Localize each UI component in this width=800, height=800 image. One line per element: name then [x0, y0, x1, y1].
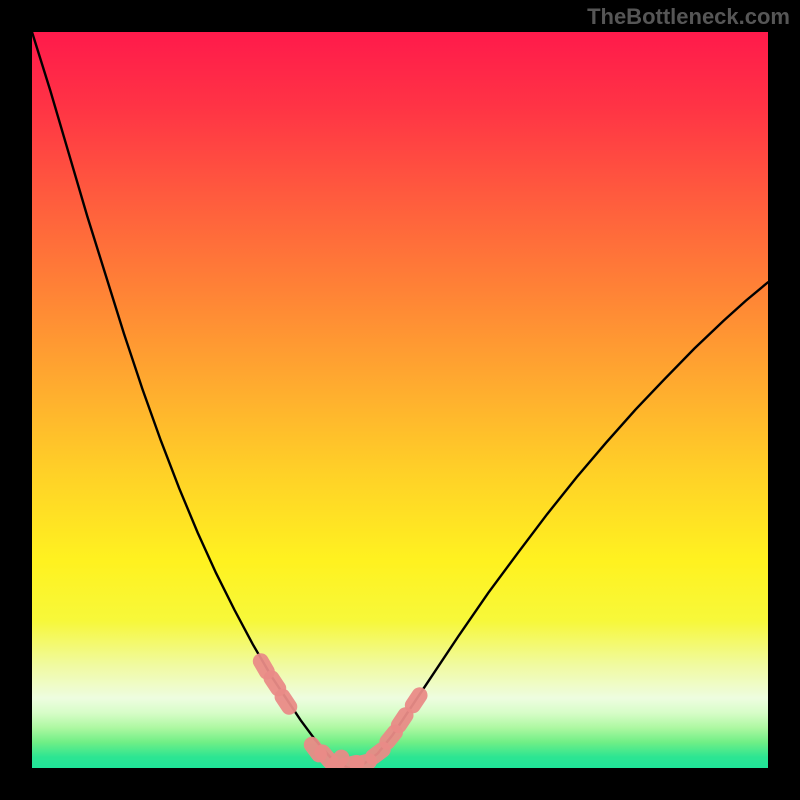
chart-frame: TheBottleneck.com	[0, 0, 800, 800]
gradient-background	[32, 32, 768, 768]
watermark-text: TheBottleneck.com	[587, 4, 790, 30]
chart-svg	[32, 32, 768, 768]
